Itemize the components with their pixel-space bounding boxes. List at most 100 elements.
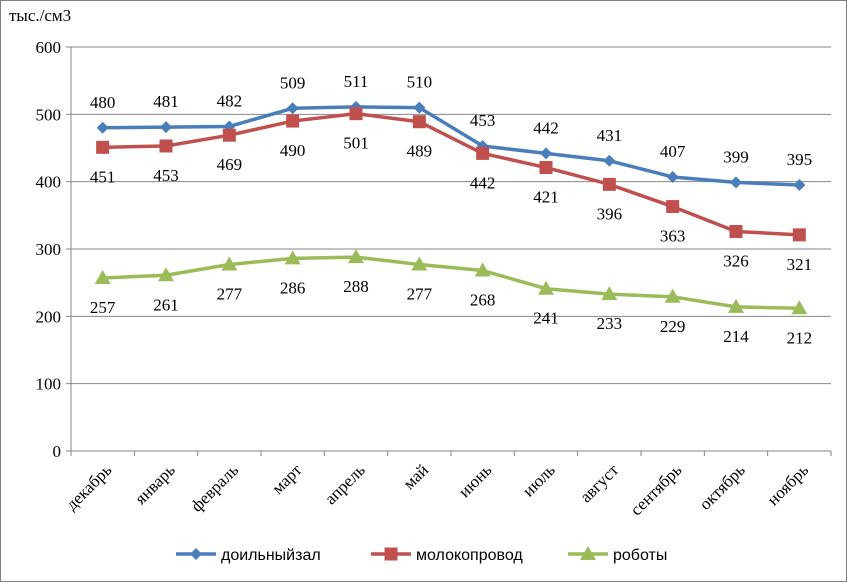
legend-label: роботы — [613, 547, 667, 564]
data-label: 233 — [597, 314, 623, 333]
xtick-label: апрель — [321, 460, 369, 508]
xtick-label: июль — [519, 460, 559, 500]
data-point — [474, 262, 491, 277]
data-point — [730, 176, 742, 189]
data-label: 442 — [533, 118, 559, 137]
data-point — [222, 128, 236, 142]
data-point — [602, 177, 616, 191]
data-label: 395 — [787, 150, 813, 169]
data-point — [96, 140, 110, 154]
data-label: 212 — [787, 328, 813, 347]
legend-item-1: молокопровод — [371, 547, 523, 564]
data-point — [223, 120, 236, 133]
data-label: 421 — [533, 188, 559, 207]
unit-label: тыс./см3 — [9, 6, 71, 25]
data-point — [286, 114, 300, 128]
data-label: 453 — [153, 166, 179, 185]
xtick-label: май — [399, 460, 432, 493]
data-label: 214 — [723, 327, 749, 346]
data-point — [664, 288, 681, 303]
ytick-label-0: 0 — [53, 442, 62, 461]
data-point — [538, 280, 554, 295]
xtick-label: декабрь — [62, 460, 116, 514]
data-label: 229 — [660, 317, 686, 336]
data-label: 288 — [343, 277, 369, 296]
x-axis-labels: декабрь январь февраль март апрель май июнь июл… — [62, 460, 812, 519]
data-point — [540, 147, 552, 160]
data-label: 286 — [280, 278, 306, 297]
legend-item-0: доильныйзал — [176, 547, 321, 564]
data-label: 480 — [90, 93, 116, 112]
xtick-label: ноябрь — [763, 460, 812, 509]
data-label: 509 — [280, 73, 306, 92]
legend-label: молокопровод — [416, 547, 523, 564]
xtick-label: октябрь — [695, 460, 749, 514]
data-point — [96, 121, 109, 134]
data-point — [666, 170, 679, 183]
series-line-0 — [102, 105, 800, 187]
data-point — [411, 256, 428, 271]
data-point — [539, 161, 553, 175]
data-label: 481 — [153, 92, 179, 111]
data-label: 363 — [660, 227, 686, 246]
legend-marker — [580, 546, 596, 560]
data-label: 399 — [723, 147, 749, 166]
data-label: 453 — [470, 111, 496, 130]
legend-marker — [384, 547, 398, 561]
data-label: 268 — [470, 291, 496, 310]
data-point — [349, 107, 363, 121]
series-0: 480 481 482 509 511 510 453 442 431 407 399 395 — [90, 72, 813, 192]
data-label: 261 — [153, 295, 179, 314]
ytick-label-500: 500 — [36, 105, 62, 124]
xtick-label: январь — [131, 460, 179, 508]
legend-marker — [190, 548, 202, 560]
ytick-label-600: 600 — [36, 38, 62, 57]
data-label: 501 — [343, 134, 369, 153]
data-label: 407 — [660, 142, 686, 161]
data-label: 469 — [217, 155, 243, 174]
data-point — [729, 224, 743, 238]
data-point — [160, 121, 172, 134]
data-point — [94, 269, 111, 284]
data-label: 321 — [787, 255, 813, 274]
data-point — [791, 300, 808, 315]
data-point — [284, 250, 301, 265]
data-label: 257 — [90, 298, 116, 317]
series-1: 451 453 469 490 501 489 442 421 396 363 326 321 — [90, 107, 812, 274]
data-label: 326 — [723, 251, 749, 270]
data-label: 442 — [470, 173, 496, 192]
data-label: 396 — [597, 204, 623, 223]
data-point — [412, 115, 426, 129]
data-point — [413, 101, 426, 114]
data-point — [158, 267, 174, 282]
series-line-1 — [102, 111, 800, 237]
ytick-label-100: 100 — [36, 375, 62, 394]
data-label: 489 — [407, 142, 433, 161]
data-point — [603, 154, 616, 167]
legend-label: доильныйзал — [221, 547, 321, 564]
data-point — [348, 249, 364, 264]
data-point — [792, 228, 806, 242]
data-point — [159, 139, 173, 153]
data-label: 431 — [597, 126, 623, 145]
data-point — [221, 256, 238, 271]
data-point — [476, 146, 490, 160]
legend: доильныйзал молокопровод роботы — [176, 546, 667, 564]
data-label: 277 — [217, 284, 243, 303]
data-point — [728, 298, 744, 313]
series-2: 257 261 277 286 288 277 268 241 233 229 214 212 — [90, 249, 812, 347]
data-label: 277 — [407, 284, 433, 303]
data-label: 510 — [407, 73, 433, 92]
ytick-label-200: 200 — [36, 307, 62, 326]
xtick-label: февраль — [187, 460, 242, 515]
data-label: 241 — [533, 309, 559, 328]
legend-item-2: роботы — [568, 546, 667, 564]
data-label: 511 — [344, 72, 369, 91]
data-point — [286, 102, 299, 115]
data-label: 490 — [280, 141, 306, 160]
xtick-label: сентябрь — [627, 460, 686, 519]
data-point — [666, 200, 680, 214]
